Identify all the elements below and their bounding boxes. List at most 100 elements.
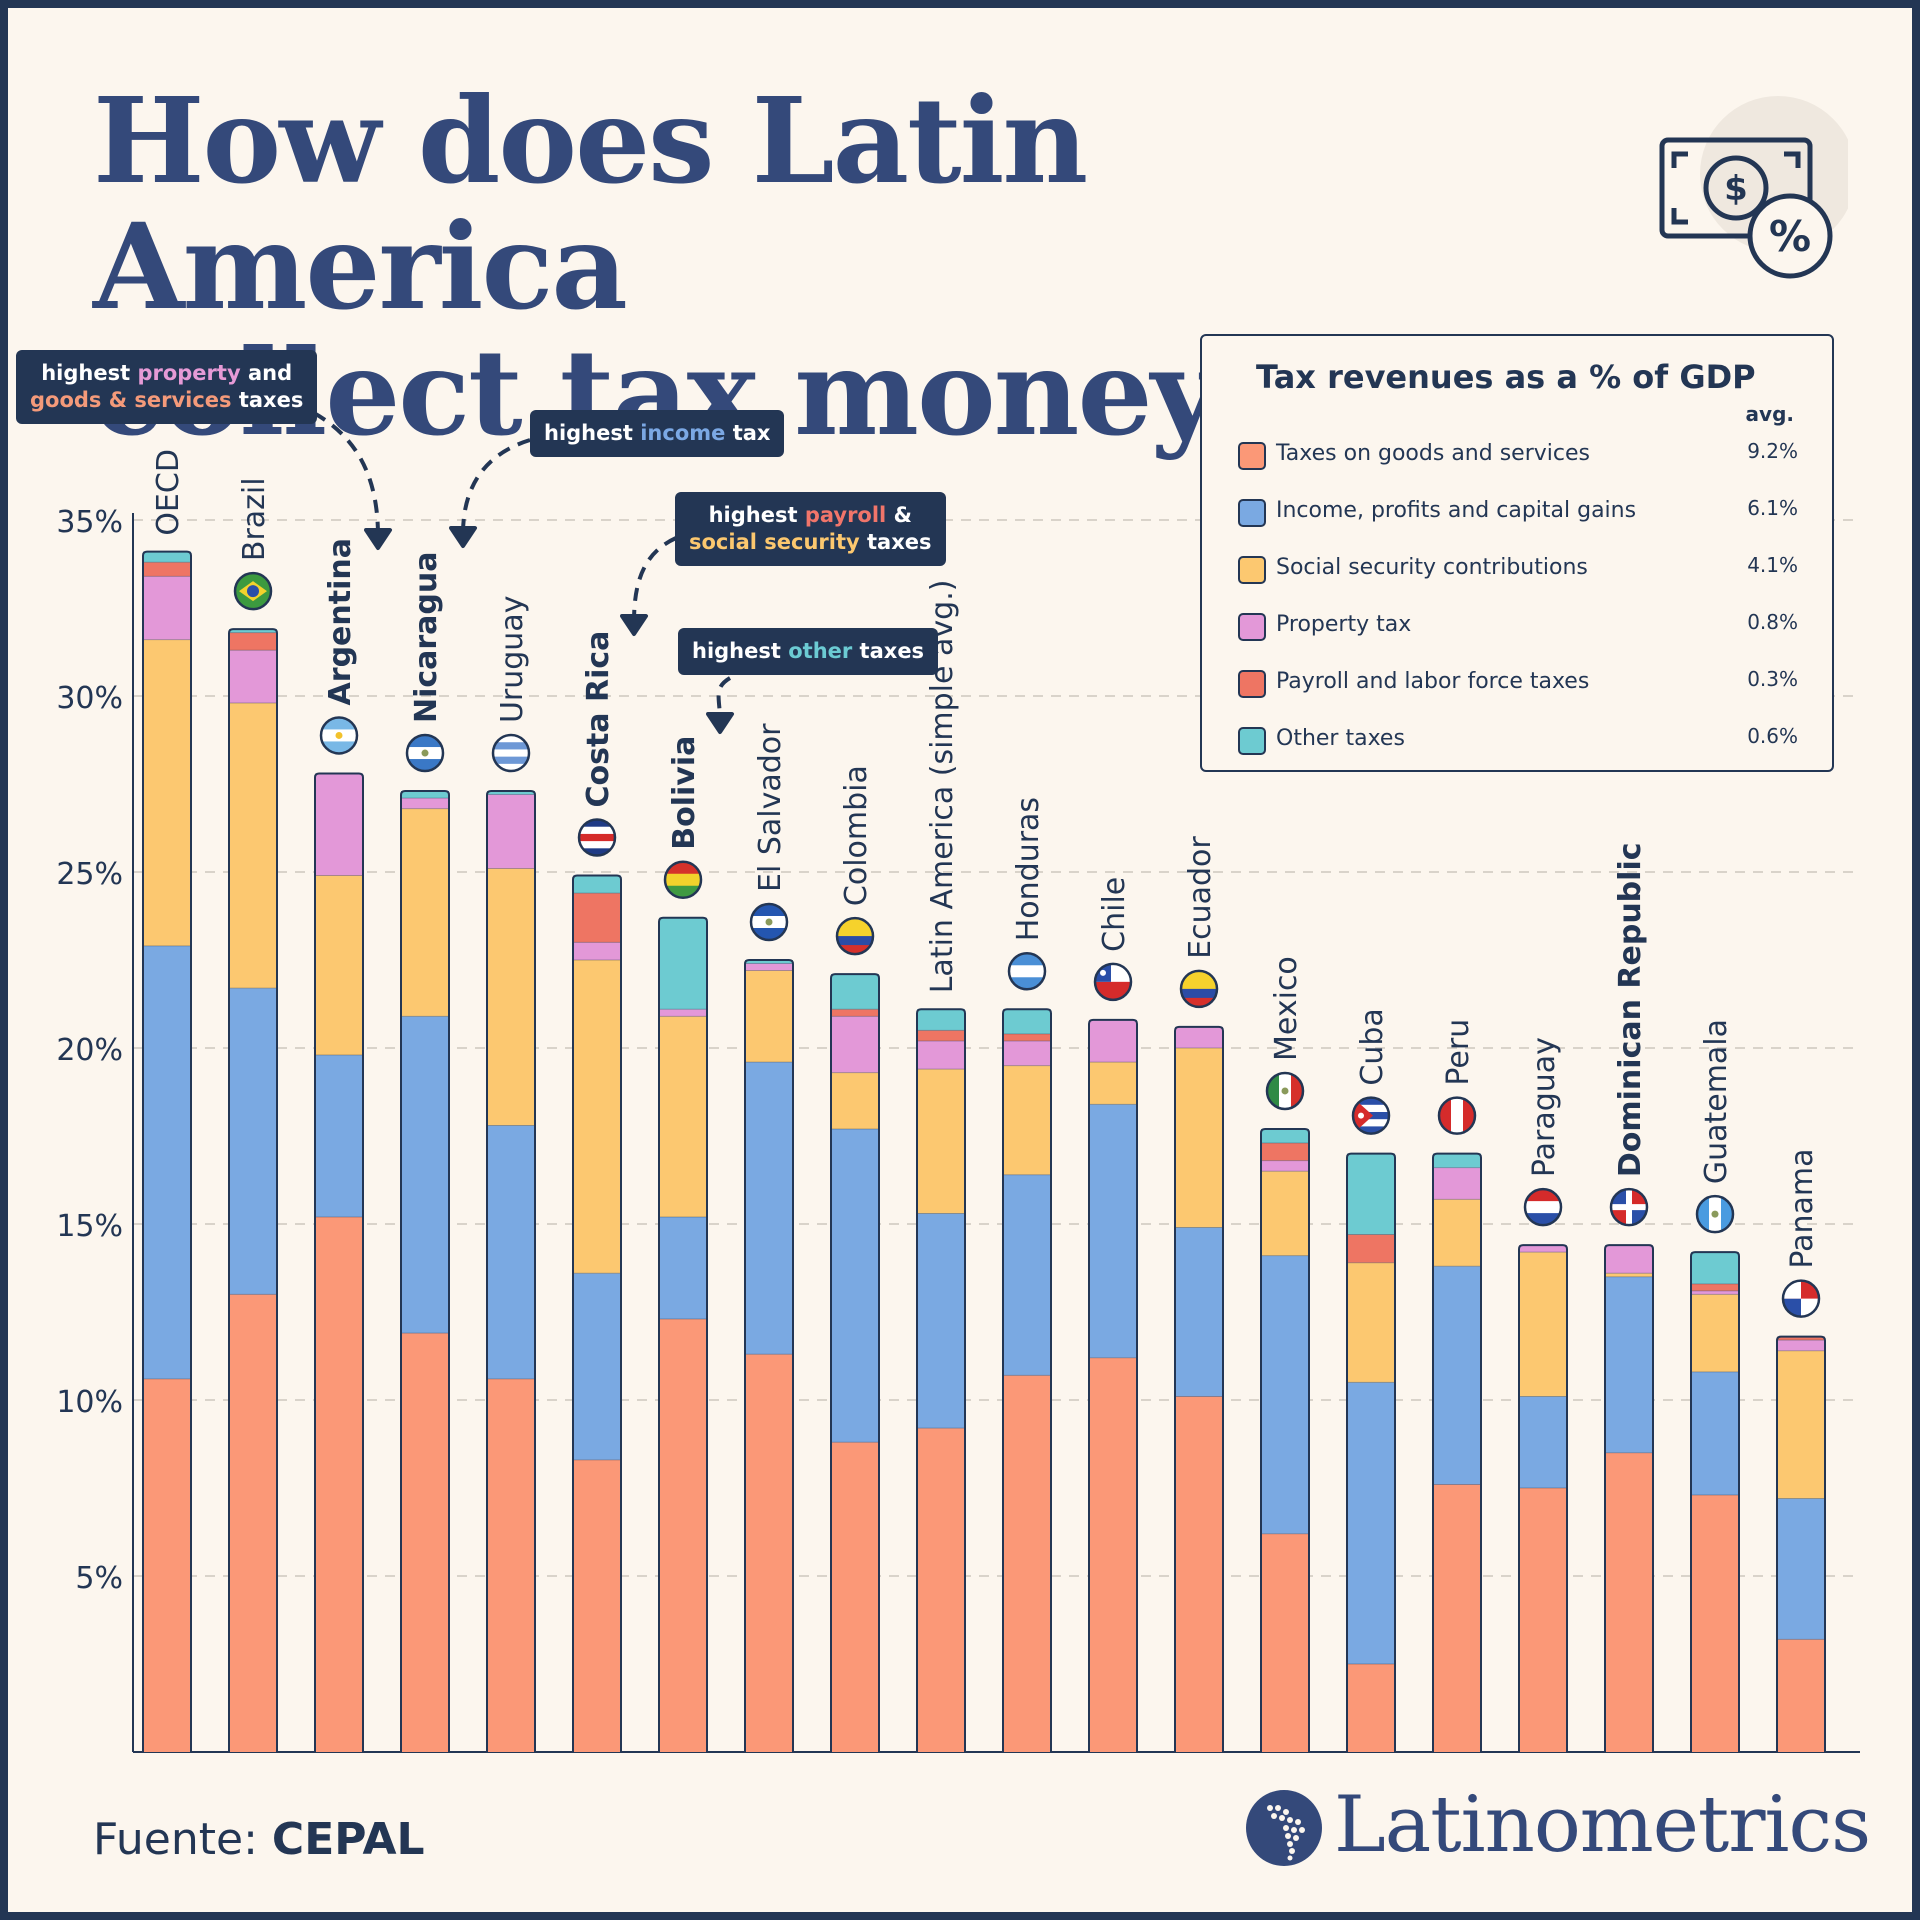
bar-segment [745,963,793,971]
bar-segment [229,703,277,989]
bar-outline [400,790,450,1752]
legend-avg-value: 6.1% [1747,496,1798,520]
bar-segment [401,1016,449,1334]
bar-segment [1605,1276,1653,1453]
bars [142,550,1826,1752]
bar-segment [1777,1350,1825,1499]
bar-segment [1175,1048,1223,1228]
legend-label: Income, profits and capital gains [1276,498,1637,523]
bolivia-flag [663,860,703,900]
bar-outline [1002,1008,1052,1752]
bar-segment [1605,1245,1653,1274]
legend-swatch [1238,727,1266,755]
bar-segment [1777,1498,1825,1640]
legend: Tax revenues as a % of GDP avg. Taxes on… [1200,334,1834,772]
guatemala-flag [1695,1194,1735,1234]
callout-text: taxes [231,388,304,412]
callout-highlight: social security [689,530,860,554]
bar-outline [1432,1152,1482,1752]
bar-segment [573,875,621,894]
category-label: Mexico [1269,956,1304,1061]
legend-swatch [1238,442,1266,470]
bar-segment [1089,1062,1137,1105]
callout-highlight: income [640,421,726,445]
bar-segment [1175,1227,1223,1397]
bar-outline [1690,1251,1740,1752]
cuba-flag [1351,1096,1391,1135]
bar-segment [487,868,535,1126]
bar-segment [745,1062,793,1355]
bar-segment [143,945,191,1379]
bar-segment [315,1216,363,1752]
bar-segment [831,1009,879,1017]
brazil-flag [233,571,273,611]
bar-segment [487,1125,535,1379]
bar-segment [1347,1234,1395,1263]
bar-outline [744,959,794,1752]
y-tick-label: 30% [56,681,123,716]
bar-segment [487,791,535,795]
bar-segment [401,1333,449,1752]
bar-segment [1175,1026,1223,1048]
bar-outline [486,790,536,1752]
bar-segment [745,970,793,1063]
bar-segment [229,988,277,1295]
chile-flag [1093,962,1133,1002]
bar-segment [229,1294,277,1752]
legend-swatch [1238,670,1266,698]
bar-segment [1433,1199,1481,1267]
bar-outline [1174,1025,1224,1752]
bar-segment [1519,1252,1567,1397]
callout-text: taxes [852,639,925,663]
bar-outline [1776,1335,1826,1752]
category-label: Brazil [237,477,272,561]
callout-highest-other: highest other taxes [678,628,939,675]
category-label: El Salvador [753,723,788,892]
bar-segment [315,875,363,1056]
legend-avg-value: 0.8% [1747,610,1798,634]
y-tick-label: 5% [75,1561,123,1596]
y-tick-label: 15% [56,1209,123,1244]
bar-segment [1433,1266,1481,1485]
peru-flag [1437,1096,1477,1135]
bar-segment [1261,1171,1309,1256]
bar-segment [401,791,449,799]
callout-highest-payroll: highest payroll & social security taxes [675,492,946,566]
bar-segment [1691,1294,1739,1372]
bar-segment [143,551,191,563]
category-label: Panama [1785,1148,1820,1268]
bar-segment [1777,1336,1825,1341]
callout-highest-income: highest income tax [530,410,785,457]
bar-segment [917,1030,965,1041]
bar-segment [659,1009,707,1017]
bar-segment [1003,1065,1051,1175]
legend-item-other: Other taxes 0.6% [1238,721,1798,761]
callout-text: highest [41,361,138,385]
legend-avg-value: 0.6% [1747,724,1798,748]
bar-segment [401,808,449,1017]
category-label: Bolivia [667,736,702,850]
paraguay-flag [1523,1187,1563,1227]
bar-segment [917,1213,965,1429]
bar-outline [1088,1018,1138,1752]
bar-segment [831,1016,879,1073]
source-name: CEPAL [271,1814,425,1865]
bar-segment [659,1216,707,1320]
y-tick-label: 20% [56,1033,123,1068]
legend-swatch [1238,613,1266,641]
bar-segment [1003,1040,1051,1066]
bar-segment [1691,1495,1739,1752]
bar-segment [143,562,191,577]
y-tick-label: 25% [56,857,123,892]
bar-segment [1089,1357,1137,1752]
callout-highlight: property [137,361,241,385]
bar-segment [1605,1452,1653,1752]
bar-segment [1519,1396,1567,1488]
bar-outline [658,916,708,1752]
bar-outline [1260,1127,1310,1752]
callout-highlight: goods & services [30,388,232,412]
bar-segment [1003,1009,1051,1034]
bar-segment [917,1069,965,1214]
bar-segment [573,1273,621,1460]
bar-segment [659,1319,707,1752]
